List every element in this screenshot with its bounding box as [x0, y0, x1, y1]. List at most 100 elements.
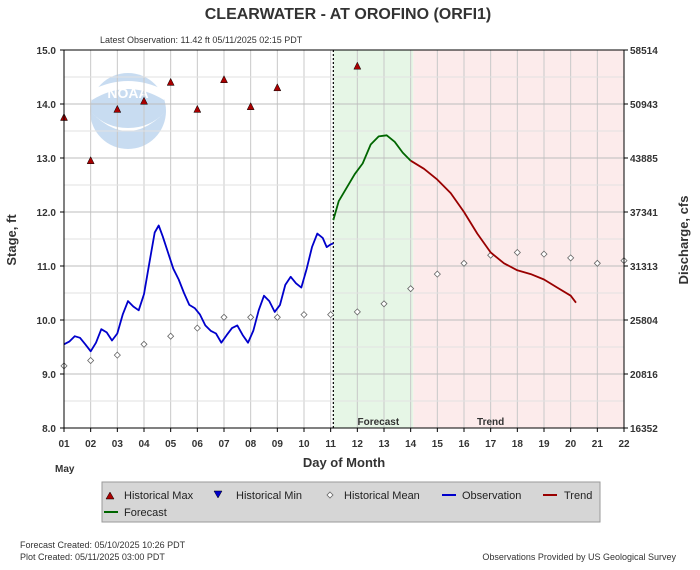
latest-observation: Latest Observation: 11.42 ft 05/11/2025 …	[100, 35, 303, 45]
historical-max-marker	[273, 83, 282, 92]
x-tick-label: 22	[618, 439, 630, 450]
historical-mean-marker	[113, 351, 121, 359]
x-axis-month-label: May	[55, 464, 75, 475]
historical-mean-marker	[593, 259, 601, 267]
axis-ticks: 01 02 03 04 05 06 07 08 09 10 11 12 13 14 15 16 17 18 19 20…	[37, 46, 659, 450]
historical-mean-marker	[220, 313, 228, 321]
legend-label: Forecast	[124, 507, 167, 519]
historical-mean-marker	[140, 340, 148, 348]
plot-frame	[63, 49, 625, 429]
x-tick-label: 13	[378, 439, 390, 450]
y-tick-label-right: 25804	[630, 316, 658, 327]
forecast-band-label: Forecast	[357, 417, 399, 428]
y-axis-left-label: Stage, ft	[4, 214, 19, 266]
y-tick-label-left: 9.0	[42, 370, 56, 381]
historical-mean-marker	[87, 356, 95, 365]
historical-max-marker	[353, 61, 362, 70]
x-tick-label: 20	[565, 439, 577, 450]
y-tick-label-left: 15.0	[37, 46, 57, 57]
legend-label: Historical Min	[236, 490, 302, 502]
x-tick-label: 16	[458, 439, 470, 450]
x-tick-label: 07	[218, 439, 230, 450]
y-tick-label-right: 50943	[630, 100, 658, 111]
legend-label: Observation	[462, 490, 521, 502]
x-tick-label: 18	[512, 439, 524, 450]
historical-mean-marker	[300, 311, 308, 319]
noaa-logo: NOAA	[90, 73, 166, 149]
historical-max-marker	[140, 96, 148, 105]
x-tick-label: 21	[592, 439, 604, 450]
historical-mean-marker	[353, 308, 361, 316]
y-tick-label-right: 16352	[630, 424, 658, 435]
x-tick-label: 09	[272, 439, 284, 450]
legend-item-trend: Trend	[543, 490, 592, 502]
x-tick-label: 10	[298, 439, 310, 450]
y-tick-label-right: 58514	[630, 46, 658, 57]
legend-item-historical-mean: Historical Mean	[326, 490, 420, 502]
trend-line	[410, 159, 577, 304]
historical-max-marker	[86, 156, 95, 164]
historical-max-marker	[166, 77, 175, 86]
x-tick-label: 05	[165, 439, 177, 450]
data-provider-text: Observations Provided by US Geological S…	[482, 552, 676, 562]
x-tick-label: 12	[352, 439, 364, 450]
historical-mean-marker	[273, 313, 281, 321]
y-tick-label-right: 37341	[630, 208, 658, 219]
historical-mean-marker	[513, 248, 521, 257]
x-tick-label: 01	[58, 439, 70, 450]
historical-mean-marker	[540, 250, 548, 258]
legend-label: Historical Mean	[344, 490, 420, 502]
legend-label: Historical Max	[124, 490, 194, 502]
logo-text: NOAA	[107, 85, 148, 101]
triangle-up-icon	[105, 491, 115, 500]
forecast-created-text: Forecast Created: 05/10/2025 10:26 PDT	[20, 540, 186, 550]
series-group	[60, 61, 628, 370]
x-axis-label: Day of Month	[303, 455, 385, 470]
x-tick-label: 19	[538, 439, 550, 450]
y-axis-right-label: Discharge, cfs	[676, 196, 691, 285]
historical-max-marker	[246, 102, 255, 110]
legend-item-forecast: Forecast	[104, 507, 167, 519]
historical-max-marker	[220, 75, 228, 83]
historical-mean-marker	[167, 332, 175, 340]
y-tick-label-left: 13.0	[37, 154, 57, 165]
y-tick-label-left: 11.0	[37, 262, 56, 273]
x-tick-label: 17	[485, 439, 497, 450]
historical-mean-marker	[567, 254, 575, 262]
y-tick-label-right: 20816	[630, 370, 658, 381]
trend-band-label: Trend	[477, 417, 504, 428]
triangle-down-icon	[213, 490, 223, 499]
y-tick-label-left: 14.0	[37, 100, 57, 111]
y-tick-label-right: 31313	[630, 262, 658, 273]
diamond-icon	[326, 491, 334, 499]
x-tick-label: 08	[245, 439, 257, 450]
x-tick-label: 06	[192, 439, 204, 450]
historical-mean-marker	[327, 311, 335, 319]
y-tick-label-left: 12.0	[37, 208, 57, 219]
historical-mean-marker	[433, 270, 441, 278]
x-tick-label: 14	[405, 439, 417, 450]
historical-mean-marker	[407, 285, 415, 293]
historical-mean-marker	[247, 313, 255, 321]
chart-title: CLEARWATER - AT OROFINO (ORFI1)	[205, 6, 492, 23]
forecast-line	[332, 134, 412, 221]
legend-item-historical-min: Historical Min	[213, 490, 302, 502]
observation-line	[63, 224, 334, 353]
historical-mean-marker	[193, 324, 201, 332]
x-tick-label: 04	[138, 439, 150, 450]
historical-mean-marker	[380, 300, 388, 308]
plot-created-text: Plot Created: 05/11/2025 03:00 PDT	[20, 552, 165, 562]
y-tick-label-right: 43885	[630, 154, 658, 165]
legend: Historical Max Historical Min Historical…	[101, 481, 601, 523]
historical-max-marker	[193, 104, 202, 113]
y-tick-label-left: 8.0	[42, 424, 56, 435]
legend-item-historical-max: Historical Max	[105, 490, 194, 502]
legend-item-observation: Observation	[442, 490, 521, 502]
x-tick-label: 03	[112, 439, 124, 450]
legend-label: Trend	[564, 490, 592, 502]
x-tick-label: 15	[432, 439, 444, 450]
y-tick-label-left: 10.0	[37, 316, 57, 327]
x-tick-label: 11	[325, 439, 336, 450]
historical-mean-marker	[460, 259, 468, 267]
